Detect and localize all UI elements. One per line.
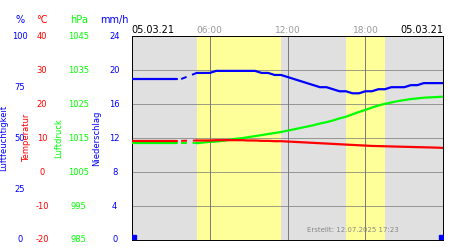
Text: Temperatur: Temperatur xyxy=(22,114,31,162)
Text: Erstellt: 12.07.2025 17:23: Erstellt: 12.07.2025 17:23 xyxy=(307,227,399,233)
Bar xyxy=(197,36,281,240)
Text: mm/h: mm/h xyxy=(100,15,129,25)
Text: 20: 20 xyxy=(36,100,47,109)
Text: 16: 16 xyxy=(109,100,120,109)
Text: 1035: 1035 xyxy=(68,66,89,75)
Text: Luftdruck: Luftdruck xyxy=(54,118,63,158)
Text: 0: 0 xyxy=(112,236,117,244)
Text: -20: -20 xyxy=(35,236,49,244)
Text: Luftfeuchtigkeit: Luftfeuchtigkeit xyxy=(0,105,8,171)
Text: 10: 10 xyxy=(36,134,47,142)
Text: %: % xyxy=(15,15,24,25)
Text: 0: 0 xyxy=(17,236,22,244)
Text: 0: 0 xyxy=(39,168,45,176)
Text: 4: 4 xyxy=(112,202,117,210)
Text: hPa: hPa xyxy=(70,15,88,25)
Text: 05.03.21: 05.03.21 xyxy=(400,25,443,35)
Text: 1045: 1045 xyxy=(68,32,89,41)
Text: 25: 25 xyxy=(14,184,25,194)
Text: 12: 12 xyxy=(109,134,120,142)
Bar xyxy=(346,36,385,240)
Text: 75: 75 xyxy=(14,83,25,92)
Text: 40: 40 xyxy=(36,32,47,41)
Text: 06:00: 06:00 xyxy=(197,26,223,35)
Text: 12:00: 12:00 xyxy=(274,26,301,35)
Text: °C: °C xyxy=(36,15,48,25)
Text: 995: 995 xyxy=(71,202,86,210)
Text: 20: 20 xyxy=(109,66,120,75)
Text: Niederschlag: Niederschlag xyxy=(92,110,101,166)
Text: 50: 50 xyxy=(14,134,25,142)
Text: 18:00: 18:00 xyxy=(352,26,378,35)
Text: 05.03.21: 05.03.21 xyxy=(132,25,175,35)
Text: 30: 30 xyxy=(36,66,47,75)
Text: 1015: 1015 xyxy=(68,134,89,142)
Text: 100: 100 xyxy=(12,32,27,41)
Text: -10: -10 xyxy=(35,202,49,210)
Text: 985: 985 xyxy=(71,236,87,244)
Text: 24: 24 xyxy=(109,32,120,41)
Text: 1005: 1005 xyxy=(68,168,89,176)
Text: 8: 8 xyxy=(112,168,117,176)
Text: 1025: 1025 xyxy=(68,100,89,109)
